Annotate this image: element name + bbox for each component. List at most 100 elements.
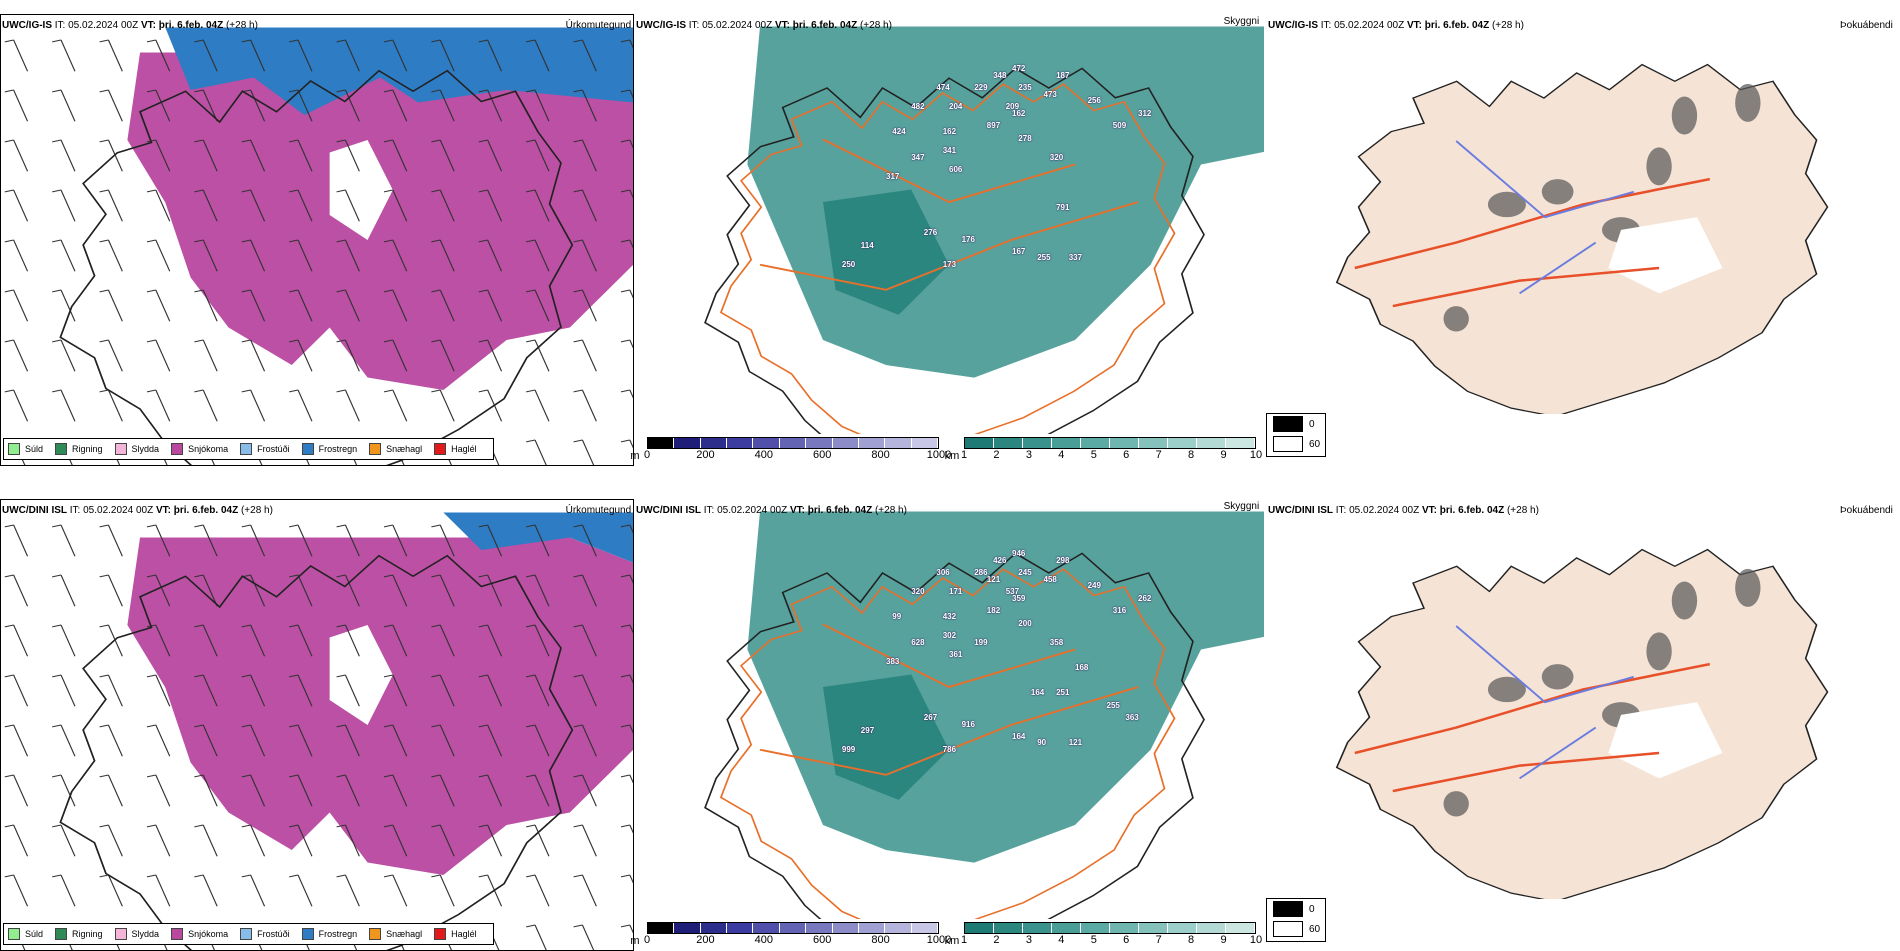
cloudbase-label: 90 <box>1037 738 1047 748</box>
colorbar-cell <box>1110 438 1139 448</box>
model-name: UWC/IG-IS <box>1268 20 1318 31</box>
fog-legend: 0 60 <box>1266 413 1326 457</box>
colorbar-cell <box>965 438 994 448</box>
cloudbase-label: 341 <box>942 146 957 156</box>
colorbar-cell <box>753 438 780 448</box>
colorbar-cell <box>700 438 728 448</box>
colorbar-cell <box>1081 438 1110 448</box>
colorbar-cell <box>674 923 701 933</box>
legend-item: Frostúði <box>240 443 290 455</box>
cloudbase-label: 164 <box>1012 732 1026 742</box>
legend-swatch <box>8 443 20 455</box>
cloudbase-label: 182 <box>986 606 1001 616</box>
visibility-map-canvas <box>704 511 1264 919</box>
cloudbase-label: 316 <box>1112 606 1127 616</box>
colorbar-cell <box>1023 438 1052 448</box>
cloudbase-label: 278 <box>1018 133 1032 143</box>
legend-swatch <box>55 928 68 940</box>
colorbar-cells <box>647 922 939 934</box>
model-name: UWC/DINI ISL <box>636 505 701 516</box>
precip-legend: Súld Rigning Slydda Snjókoma Frostúði Frostre… <box>3 923 494 945</box>
cloudbase-label: 204 <box>949 102 963 112</box>
cloudbase-label: 121 <box>1068 738 1083 748</box>
legend-item: Frostúði <box>240 928 290 940</box>
colorbar-unit: km <box>944 450 960 462</box>
colorbar-tick: 600 <box>813 934 832 946</box>
legend-swatch <box>301 443 314 455</box>
cloudbase-label: 262 <box>1138 593 1152 603</box>
visibility-colorbar: km 1 2 3 4 5 6 7 8 9 10 <box>945 922 1262 947</box>
cloudbase-label: 187 <box>1056 70 1070 80</box>
cloudbase-label: 320 <box>1049 152 1064 162</box>
legend-label: Frostregn <box>318 929 358 939</box>
colorbar-tick: 4 <box>1058 934 1065 946</box>
cloudbase-colorbar: m 0 200 400 600 800 1000 <box>630 437 951 462</box>
cloudbase-label: 114 <box>860 240 874 250</box>
legend-swatch <box>55 443 68 455</box>
cloudbase-label: 235 <box>1018 83 1032 93</box>
cloudbase-label: 306 <box>936 568 950 578</box>
panel-title: Skyggni <box>1223 501 1260 512</box>
colorbar-cell <box>832 923 859 933</box>
cloudbase-label: 251 <box>1056 688 1070 697</box>
colorbar-tick: 8 <box>1188 934 1195 946</box>
cloudbase-label: 358 <box>1049 637 1064 647</box>
colorbar-cell <box>1197 438 1226 448</box>
cloudbase-label: 255 <box>1106 700 1120 710</box>
cloudbase-label: 999 <box>841 744 856 754</box>
colorbar-cell <box>1081 923 1110 933</box>
legend-label: Snæhagl <box>386 444 423 454</box>
visibility-colorbar: km 1 2 3 4 5 6 7 8 9 10 <box>945 437 1262 462</box>
colorbar-tick: 5 <box>1090 934 1097 946</box>
colorbar-tick: 6 <box>1123 934 1130 946</box>
colorbar-tick: 3 <box>1025 449 1032 461</box>
cloudbase-label: 473 <box>1043 89 1057 99</box>
legend-label: Súld <box>25 444 44 454</box>
cloudbase-label: 256 <box>1087 95 1101 105</box>
model-name: UWC/IG-IS <box>636 20 686 31</box>
colorbar-cell <box>700 923 728 933</box>
cloudbase-label: 171 <box>949 587 963 597</box>
cloudbase-label: 482 <box>911 102 925 112</box>
colorbar-cell <box>1139 438 1168 448</box>
fog-index-map <box>1266 499 1900 899</box>
legend-swatch <box>8 928 20 940</box>
cloudbase-label: 786 <box>942 744 957 754</box>
colorbar-cell <box>806 438 833 448</box>
colorbar-cell <box>648 438 675 448</box>
fog-legend-label: 60 <box>1309 923 1321 935</box>
valid-time: VT: þri. 6.feb. 04Z <box>140 20 224 31</box>
cloudbase-label: 162 <box>1012 108 1026 118</box>
init-time: IT: 05.02.2024 00Z <box>686 20 775 31</box>
cloudbase-label: 249 <box>1087 580 1101 590</box>
cloudbase-label: 472 <box>1012 64 1026 74</box>
cloudbase-label: 359 <box>1012 593 1026 603</box>
colorbar-tick: 3 <box>1025 934 1032 946</box>
fog-legend-item: 0 <box>1267 899 1325 919</box>
cloudbase-label: 162 <box>942 127 957 137</box>
colorbar-cell <box>674 438 701 448</box>
panel-header: UWC/DINI ISL IT: 05.02.2024 00Z VT: þri.… <box>1268 505 1539 516</box>
cloudbase-label: 121 <box>986 574 1001 584</box>
legend-item: Haglél <box>434 443 477 455</box>
cloudbase-label: 312 <box>1138 108 1152 118</box>
legend-item: Frostregn <box>301 443 357 455</box>
legend-swatch <box>369 928 382 940</box>
cloudbase-label: 164 <box>1030 688 1045 697</box>
colorbar-cell <box>1168 438 1197 448</box>
legend-item: Slydda <box>114 928 159 940</box>
legend-item: Slydda <box>114 443 159 455</box>
legend-item: Haglél <box>434 928 477 940</box>
colorbar-tick: 7 <box>1155 449 1162 461</box>
colorbar-cell <box>806 923 833 933</box>
valid-time: VT: þri. 6.feb. 04Z <box>155 505 239 516</box>
cloudbase-label: 286 <box>974 568 988 578</box>
cloudbase-label: 537 <box>1005 587 1020 597</box>
legend-item: Rigning <box>55 928 103 940</box>
colorbar-tick: 6 <box>1123 449 1130 461</box>
legend-item: Snjókoma <box>171 443 228 455</box>
visibility-map-canvas <box>704 26 1264 434</box>
colorbar-cells <box>647 437 939 449</box>
colorbar-cell <box>832 438 859 448</box>
cloudbase-colorbar: m 0 200 400 600 800 1000 <box>630 922 951 947</box>
